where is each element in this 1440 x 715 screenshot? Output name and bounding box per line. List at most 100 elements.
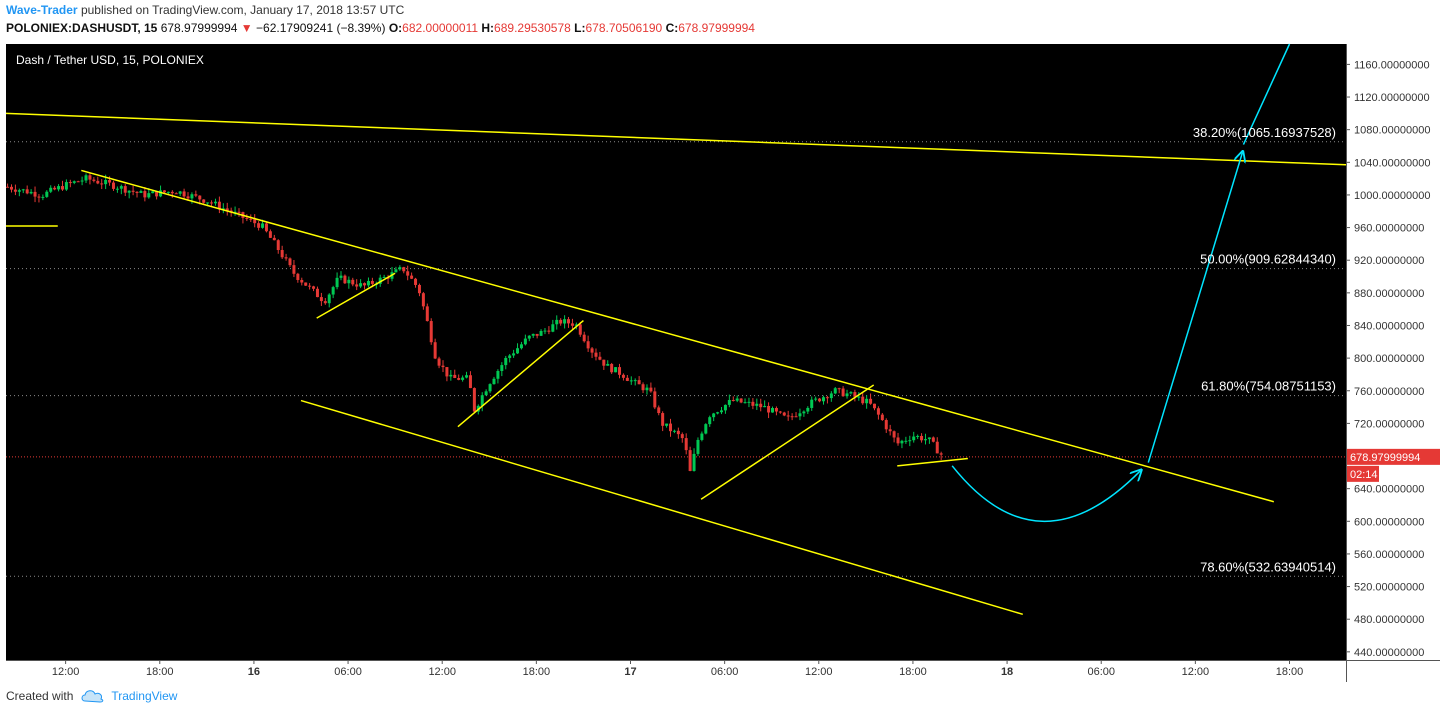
candle-up [461, 377, 465, 380]
candle-up [574, 324, 578, 326]
candle-up [516, 348, 520, 354]
candle-up [927, 437, 931, 440]
publish-header: Wave-Trader published on TradingView.com… [0, 0, 1440, 40]
candle-down [920, 435, 924, 441]
candle-down [872, 403, 876, 409]
candle-up [845, 393, 849, 397]
candle-up [539, 330, 543, 336]
candle-down [876, 408, 880, 415]
candle-up [519, 344, 523, 349]
candle-down [602, 359, 606, 366]
candle-down [869, 398, 873, 404]
candle-down [253, 219, 257, 224]
price-tick-label: 880.00000000 [1354, 288, 1424, 300]
candle-down [676, 430, 680, 435]
candle-down [276, 240, 280, 251]
candle-up [770, 408, 774, 413]
candle-up [912, 436, 916, 441]
candle-up [527, 335, 531, 339]
candle-up [614, 367, 618, 373]
author-link[interactable]: Wave-Trader [6, 3, 78, 17]
price-tick-label: 1000.00000000 [1354, 190, 1430, 202]
candle-down [343, 275, 347, 284]
candle-down [202, 199, 206, 203]
candle-down [637, 380, 641, 385]
candle-down [825, 397, 829, 399]
candle-down [457, 378, 461, 380]
published-text: published on TradingView.com, January 17… [80, 3, 405, 17]
tradingview-link[interactable]: TradingView [111, 689, 178, 703]
candle-up [21, 189, 25, 191]
candle-down [625, 377, 629, 381]
close-label: C: [665, 21, 679, 35]
candle-up [147, 193, 151, 198]
candle-up [45, 191, 49, 197]
time-axis[interactable] [6, 660, 1346, 682]
candle-up [645, 387, 649, 391]
candle-up [531, 333, 535, 336]
fib-level-label: 78.60%(532.63940514) [1200, 559, 1336, 574]
candle-down [570, 323, 574, 326]
candle-down [13, 189, 17, 192]
candle-down [280, 250, 284, 258]
candle-down [892, 431, 896, 438]
candle-up [398, 267, 402, 270]
candle-down [590, 348, 594, 353]
time-tick-label: 12:00 [805, 666, 833, 678]
time-tick-label: 18 [1001, 666, 1013, 678]
symbol-name[interactable]: POLONIEX:DASHUSDT, 15 [6, 21, 158, 35]
candle-up [763, 405, 767, 408]
candle-up [115, 188, 119, 190]
price-axis[interactable] [1346, 44, 1440, 660]
candle-up [916, 435, 920, 437]
candle-down [433, 342, 437, 359]
price-tick-label: 1120.00000000 [1354, 92, 1430, 104]
candle-down [472, 388, 476, 412]
candle-down [688, 450, 692, 471]
candle-down [292, 265, 296, 274]
candle-down [582, 334, 586, 342]
candle-down [245, 217, 249, 219]
candle-up [821, 397, 825, 402]
candle-up [127, 190, 131, 193]
candle-up [512, 353, 516, 356]
candle-up [802, 411, 806, 414]
candle-down [225, 208, 229, 211]
candle-down [351, 279, 355, 285]
candle-down [598, 356, 602, 360]
candle-down [402, 267, 406, 272]
candle-down [210, 202, 214, 204]
open-value: 682.00000011 [402, 21, 479, 35]
trendline [5, 112, 1347, 166]
candle-down [108, 179, 112, 183]
candle-down [96, 180, 100, 184]
candle-down [931, 437, 935, 442]
price-tick-label: 1040.00000000 [1354, 157, 1430, 169]
candle-up [84, 175, 88, 181]
candle-down [9, 186, 13, 190]
candle-down [939, 453, 943, 455]
candle-down [257, 223, 261, 228]
candle-down [535, 333, 539, 336]
candle-down [198, 195, 202, 200]
candle-down [935, 441, 939, 454]
candle-up [504, 357, 508, 366]
candle-down [76, 181, 80, 183]
candle-up [178, 191, 182, 194]
candle-down [308, 285, 312, 287]
trendline [316, 272, 396, 319]
open-label: O: [388, 21, 403, 35]
candle-up [716, 412, 720, 414]
candle-down [288, 258, 292, 266]
tradingview-cloud-icon [81, 690, 104, 703]
candle-up [57, 186, 61, 190]
trendline [81, 169, 1275, 503]
candle-down [323, 301, 327, 304]
candle-down [731, 400, 735, 402]
candle-up [119, 186, 123, 189]
time-tick-label: 06:00 [334, 666, 362, 678]
candle-up [606, 363, 610, 366]
chart-plot-area[interactable] [6, 44, 1346, 660]
candle-up [735, 398, 739, 401]
